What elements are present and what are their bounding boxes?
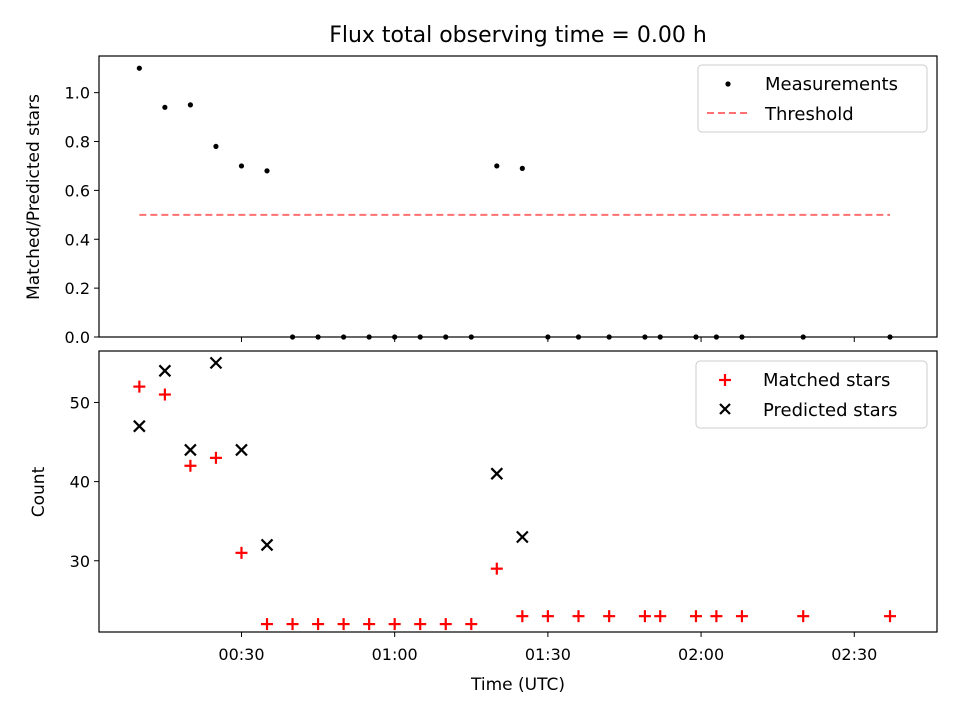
x-axis-label: Time (UTC) — [470, 675, 565, 695]
predicted-star-point — [184, 443, 197, 457]
matched-star-point — [490, 562, 503, 575]
matched-star-point — [603, 610, 616, 623]
measurement-point — [238, 163, 245, 169]
predicted-star-point — [158, 364, 172, 378]
matched-star-point — [312, 618, 325, 631]
legend-label-threshold: Threshold — [764, 104, 854, 125]
top-axis-ticks: 0.0 0.2 0.4 0.6 0.8 1.0 — [65, 84, 855, 347]
matched-star-point — [184, 459, 197, 472]
legend-label-predicted-stars: Predicted stars — [763, 400, 897, 421]
measurement-point — [187, 102, 194, 108]
x-tick-label: 02:30 — [831, 645, 877, 664]
matched-star-point — [261, 618, 274, 631]
matched-star-point — [439, 618, 452, 631]
matched-star-point — [337, 618, 350, 631]
measurement-point — [213, 143, 219, 150]
bottom-legend: Matched stars Predicted stars — [695, 360, 928, 429]
top-y-tick-label: 0.6 — [65, 181, 90, 200]
legend-marker-matched-stars — [719, 374, 731, 386]
matched-star-point — [133, 380, 146, 393]
bottom-axis-ticks: 30 40 50 00:30 01:00 01:30 02:00 02:30 — [70, 393, 878, 664]
x-tick-label: 01:00 — [372, 645, 418, 664]
matched-star-point — [638, 610, 651, 623]
measurement-point — [162, 104, 168, 110]
matched-star-point — [209, 451, 222, 464]
matched-star-point — [388, 618, 401, 631]
matched-star-point — [654, 610, 667, 623]
top-y-tick-label: 0.4 — [65, 230, 90, 249]
x-tick-label: 01:30 — [525, 645, 571, 664]
legend-label-matched-stars: Matched stars — [763, 370, 890, 391]
bottom-y-tick-label: 30 — [70, 552, 90, 571]
top-y-tick-label: 0.8 — [65, 133, 90, 152]
matched-star-point — [465, 618, 478, 631]
measurement-point — [519, 165, 525, 171]
top-y-tick-label: 1.0 — [65, 84, 90, 103]
top-plot-area — [136, 65, 893, 340]
matched-star-point — [286, 618, 299, 631]
matched-star-point — [884, 610, 897, 623]
top-legend-box — [697, 64, 928, 133]
bottom-axes-frame — [98, 350, 938, 633]
top-y-tick-label: 0.0 — [65, 328, 90, 347]
matched-star-point — [516, 610, 529, 623]
legend-marker-measurements — [725, 81, 731, 87]
bottom-y-tick-label: 50 — [70, 393, 90, 412]
top-axes-frame — [98, 55, 938, 338]
x-tick-label: 00:30 — [218, 645, 264, 664]
matched-star-point — [158, 388, 171, 401]
predicted-star-point — [260, 538, 274, 552]
top-y-axis-label: Matched/Predicted stars — [24, 94, 44, 300]
measurement-point — [136, 65, 142, 71]
matched-star-point — [710, 610, 723, 623]
bottom-y-tick-label: 40 — [70, 473, 90, 492]
predicted-star-point — [133, 419, 146, 433]
predicted-star-point — [516, 530, 529, 544]
chart-title: Flux total observing time = 0.00 h — [329, 23, 707, 48]
bottom-panel: Count Time (UTC) 30 40 50 00:30 01:00 01:30 02… — [29, 350, 938, 695]
matched-star-point — [797, 610, 810, 623]
matched-star-point — [363, 618, 376, 631]
top-legend: Measurements Threshold — [697, 64, 928, 133]
matched-star-point — [414, 618, 427, 631]
matched-star-point — [735, 610, 748, 623]
top-panel: Flux total observing time = 0.00 h Match… — [24, 23, 938, 347]
bottom-y-axis-label: Count — [29, 466, 49, 517]
matched-star-point — [235, 546, 248, 559]
legend-marker-predicted-stars — [719, 403, 731, 415]
predicted-star-point — [209, 356, 223, 370]
x-tick-label: 02:00 — [678, 645, 724, 664]
bottom-plot-area — [133, 356, 897, 631]
top-y-tick-label: 0.2 — [65, 279, 90, 298]
matched-star-point — [572, 610, 585, 623]
predicted-star-point — [235, 443, 248, 457]
measurement-point — [494, 163, 500, 169]
bottom-legend-box — [695, 360, 928, 429]
legend-label-measurements: Measurements — [765, 74, 898, 95]
predicted-star-point — [490, 467, 504, 480]
matched-star-point — [689, 610, 702, 623]
measurement-point — [264, 168, 270, 174]
matched-star-point — [541, 610, 554, 623]
